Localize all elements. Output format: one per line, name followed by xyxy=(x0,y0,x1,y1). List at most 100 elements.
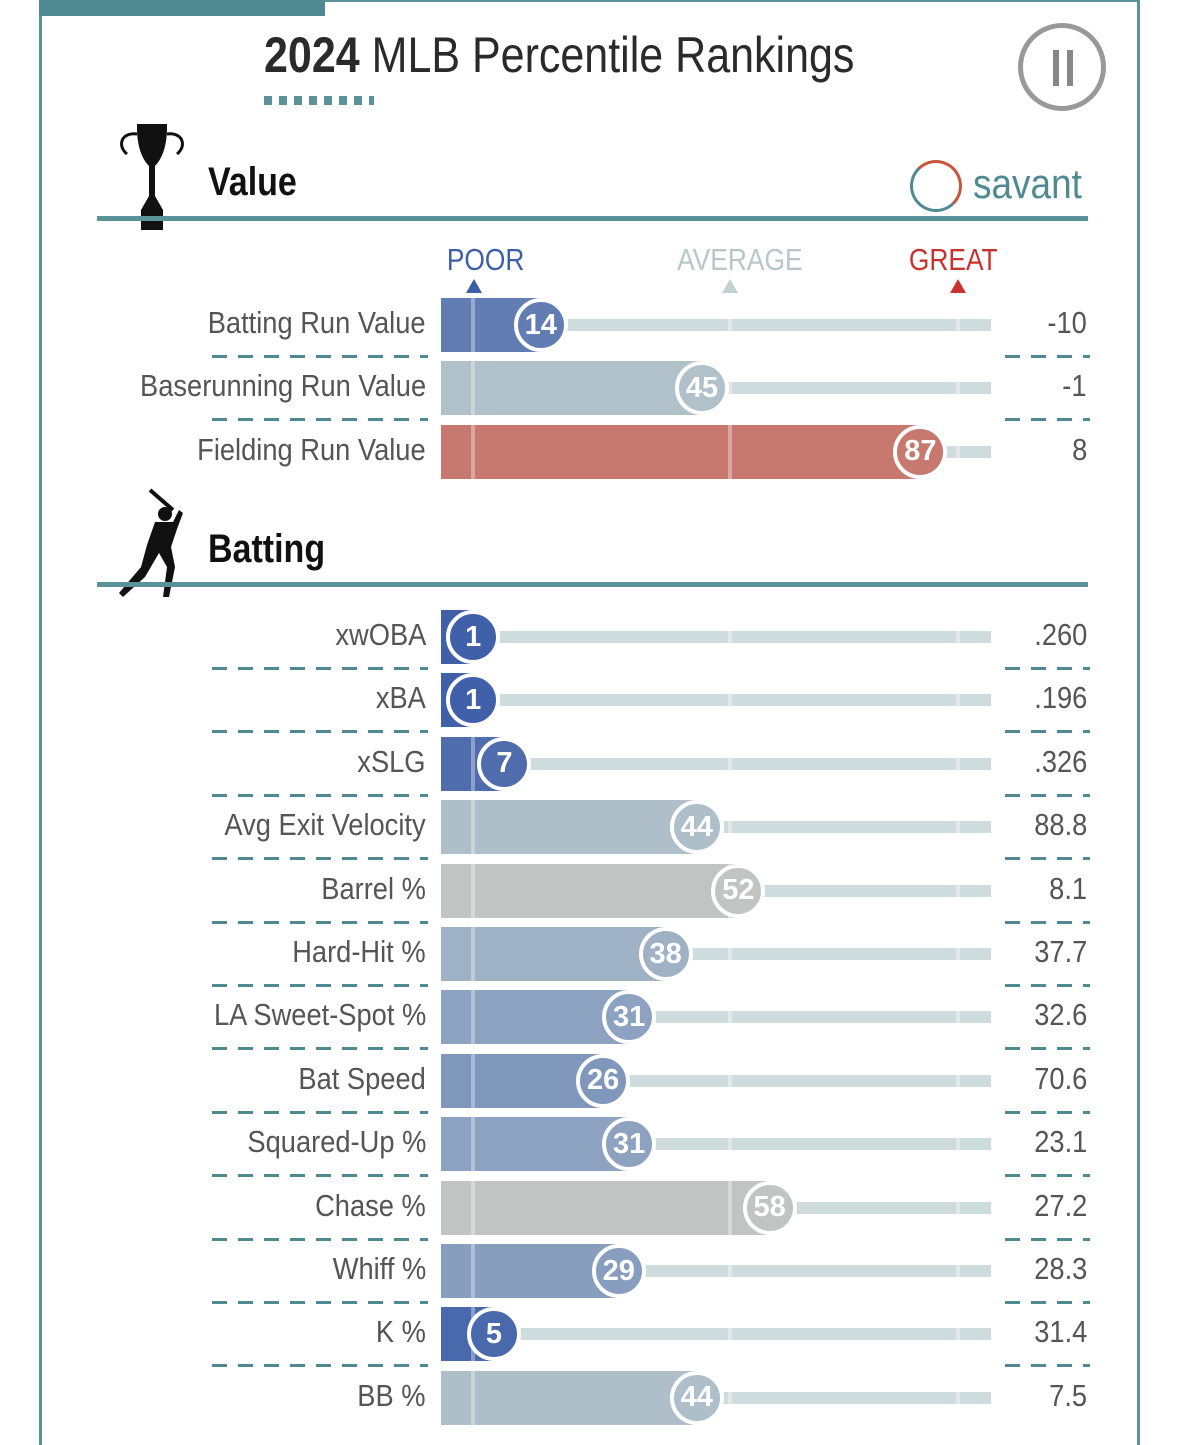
metric-row: Barrel % 52 8.1 xyxy=(0,859,1179,924)
savant-logo-icon xyxy=(910,160,962,212)
percentile-bar xyxy=(441,800,697,855)
metric-label: Fielding Run Value xyxy=(197,431,426,467)
metric-row: LA Sweet-Spot % 31 32.6 xyxy=(0,985,1179,1051)
metric-row: Fielding Run Value 87 8 xyxy=(0,420,1179,484)
stat-value: 27.2 xyxy=(1033,1187,1087,1223)
percentile-badge: 44 xyxy=(669,800,724,855)
row-separator xyxy=(1005,1110,1090,1114)
row-separator xyxy=(212,667,428,670)
row-separator xyxy=(1005,1364,1090,1368)
metric-label: xBA xyxy=(375,680,426,716)
row-separator xyxy=(212,1237,428,1241)
metric-label: Bat Speed xyxy=(298,1060,426,1096)
row-separator xyxy=(1005,1047,1090,1051)
metric-row: Baserunning Run Value 45 -1 xyxy=(0,356,1179,422)
row-separator xyxy=(212,1364,428,1368)
metric-row: Whiff % 29 28.3 xyxy=(0,1239,1179,1304)
average-arrow-icon xyxy=(722,279,738,293)
metric-label: BB % xyxy=(357,1377,426,1413)
poor-arrow-icon xyxy=(466,279,482,293)
row-separator xyxy=(1005,667,1090,670)
percentile-badge: 14 xyxy=(513,298,568,352)
row-separator xyxy=(212,355,428,358)
stat-value: 7.5 xyxy=(1049,1377,1087,1413)
percentile-badge: 5 xyxy=(467,1307,521,1362)
metric-row: Avg Exit Velocity 44 88.8 xyxy=(0,795,1179,861)
pause-button[interactable] xyxy=(1018,23,1106,111)
section-title-value: Value xyxy=(208,160,297,204)
tab-indicator xyxy=(39,0,325,16)
percentile-badge: 26 xyxy=(576,1053,631,1108)
percentile-badge: 45 xyxy=(675,361,729,416)
metric-label: xSLG xyxy=(357,743,426,779)
row-separator xyxy=(1005,984,1090,987)
percentile-badge: 1 xyxy=(446,673,501,728)
metric-row: BB % 44 7.5 xyxy=(0,1366,1179,1430)
stat-value: .196 xyxy=(1033,680,1087,716)
percentile-track xyxy=(441,631,991,643)
metric-label: Batting Run Value xyxy=(208,305,426,340)
metric-row: Chase % 58 27.2 xyxy=(0,1176,1179,1241)
row-separator xyxy=(1005,730,1090,734)
stat-value: 37.7 xyxy=(1033,934,1087,969)
section-divider xyxy=(97,216,1088,221)
stat-value: 88.8 xyxy=(1033,807,1087,843)
metric-label: Chase % xyxy=(315,1187,426,1223)
page-title: 2024 MLB Percentile Rankings xyxy=(264,26,854,84)
metric-row: Squared-Up % 31 23.1 xyxy=(0,1112,1179,1178)
row-separator xyxy=(1005,355,1090,358)
title-text: MLB Percentile Rankings xyxy=(371,27,855,83)
metric-row: Hard-Hit % 38 37.7 xyxy=(0,922,1179,987)
percentile-bar xyxy=(441,361,702,416)
row-separator xyxy=(1005,1174,1090,1178)
percentile-bar xyxy=(441,1370,697,1425)
percentile-badge: 1 xyxy=(446,610,501,664)
stat-value: .326 xyxy=(1033,743,1087,779)
row-separator xyxy=(212,1301,428,1304)
percentile-badge: 38 xyxy=(638,927,693,981)
percentile-bar xyxy=(441,1053,604,1108)
metric-row: xwOBA 1 .260 xyxy=(0,605,1179,670)
legend-poor: POOR xyxy=(446,242,525,277)
percentile-bar xyxy=(441,927,666,981)
row-separator xyxy=(212,857,428,861)
metric-row: K % 5 31.4 xyxy=(0,1302,1179,1368)
metric-row: xSLG 7 .326 xyxy=(0,732,1179,797)
stat-value: -1 xyxy=(1062,368,1087,404)
metric-row: xBA 1 .196 xyxy=(0,668,1179,734)
metric-label: Hard-Hit % xyxy=(292,934,426,969)
row-separator xyxy=(1005,1237,1090,1241)
percentile-badge: 87 xyxy=(893,424,948,479)
metric-label: xwOBA xyxy=(335,617,426,652)
trophy-icon xyxy=(120,124,184,230)
stat-value: 8 xyxy=(1071,431,1087,467)
great-arrow-icon xyxy=(950,279,966,293)
percentile-bar xyxy=(441,1244,619,1298)
percentile-badge: 44 xyxy=(669,1370,724,1425)
row-separator xyxy=(212,730,428,734)
row-separator xyxy=(212,920,428,924)
percentile-bar xyxy=(441,1180,770,1235)
title-year: 2024 xyxy=(264,27,360,83)
row-separator xyxy=(1005,1301,1090,1304)
percentile-badge: 52 xyxy=(711,863,766,918)
row-separator xyxy=(212,1047,428,1051)
percentile-badge: 31 xyxy=(602,1117,657,1172)
card-frame xyxy=(39,0,1140,1445)
legend-average: AVERAGE xyxy=(677,242,803,277)
row-separator xyxy=(212,984,428,987)
percentile-track xyxy=(441,694,991,707)
brand-logo: savant xyxy=(973,160,1082,207)
percentile-bar xyxy=(441,863,739,918)
metric-label: Barrel % xyxy=(321,870,426,906)
stat-value: 8.1 xyxy=(1049,870,1087,906)
metric-label: Whiff % xyxy=(332,1251,426,1286)
metric-label: Avg Exit Velocity xyxy=(224,807,426,843)
row-separator xyxy=(1005,920,1090,924)
row-separator xyxy=(212,793,428,797)
stat-value: 31.4 xyxy=(1033,1314,1087,1350)
row-separator xyxy=(1005,793,1090,797)
stat-value: 32.6 xyxy=(1033,997,1087,1033)
row-separator xyxy=(212,1110,428,1114)
stat-value: 23.1 xyxy=(1033,1124,1087,1160)
